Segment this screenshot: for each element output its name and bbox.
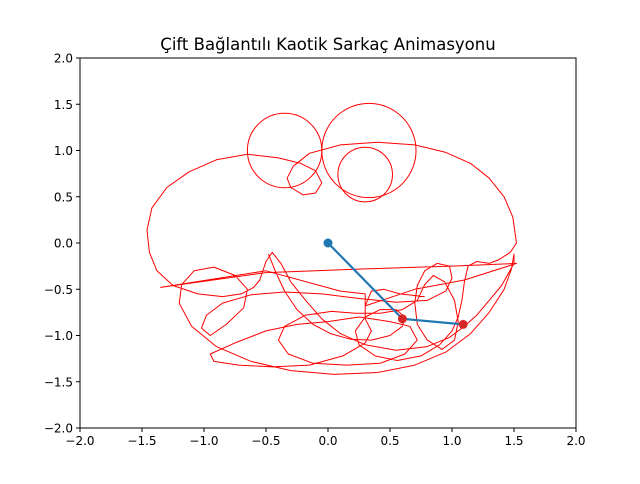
x-tick-label: −0.5: [251, 434, 280, 448]
x-tick-label: 2.0: [566, 434, 585, 448]
x-tick-label: 0.5: [380, 434, 399, 448]
x-tick-label: −1.5: [127, 434, 156, 448]
y-tick-label: 1.0: [54, 144, 73, 158]
y-tick-label: −2.0: [44, 422, 73, 436]
pendulum: [323, 238, 468, 329]
y-tick-label: −1.0: [44, 329, 73, 343]
y-tick-label: −0.5: [44, 283, 73, 297]
y-tick-label: 0.0: [54, 237, 73, 251]
y-tick-label: −1.5: [44, 375, 73, 389]
x-tick-label: 0.0: [318, 434, 337, 448]
chart-title: Çift Bağlantılı Kaotik Sarkaç Animasyonu: [160, 35, 495, 54]
y-tick-label: 0.5: [54, 190, 73, 204]
pivot-point: [323, 238, 333, 248]
trajectory-trace: [146, 102, 517, 375]
trace-loop: [246, 112, 323, 189]
y-tick-label: 2.0: [54, 52, 73, 66]
x-axis: −2.0 −1.5 −1.0 −0.5 0.0 0.5 1.0 1.5 2.0: [65, 428, 586, 448]
x-tick-label: 1.5: [504, 434, 523, 448]
x-tick-label: 1.0: [442, 434, 461, 448]
trace-loop: [321, 102, 417, 199]
trace-loop: [337, 146, 393, 203]
trace-path: [146, 141, 517, 375]
y-axis: −2.0 −1.5 −1.0 −0.5 0.0 0.5 1.0 1.5 2.0: [44, 52, 80, 436]
bob-2: [458, 319, 468, 329]
x-tick-label: −1.0: [189, 434, 218, 448]
y-tick-label: 1.5: [54, 98, 73, 112]
x-tick-label: −2.0: [65, 434, 94, 448]
bob-1: [397, 314, 407, 324]
